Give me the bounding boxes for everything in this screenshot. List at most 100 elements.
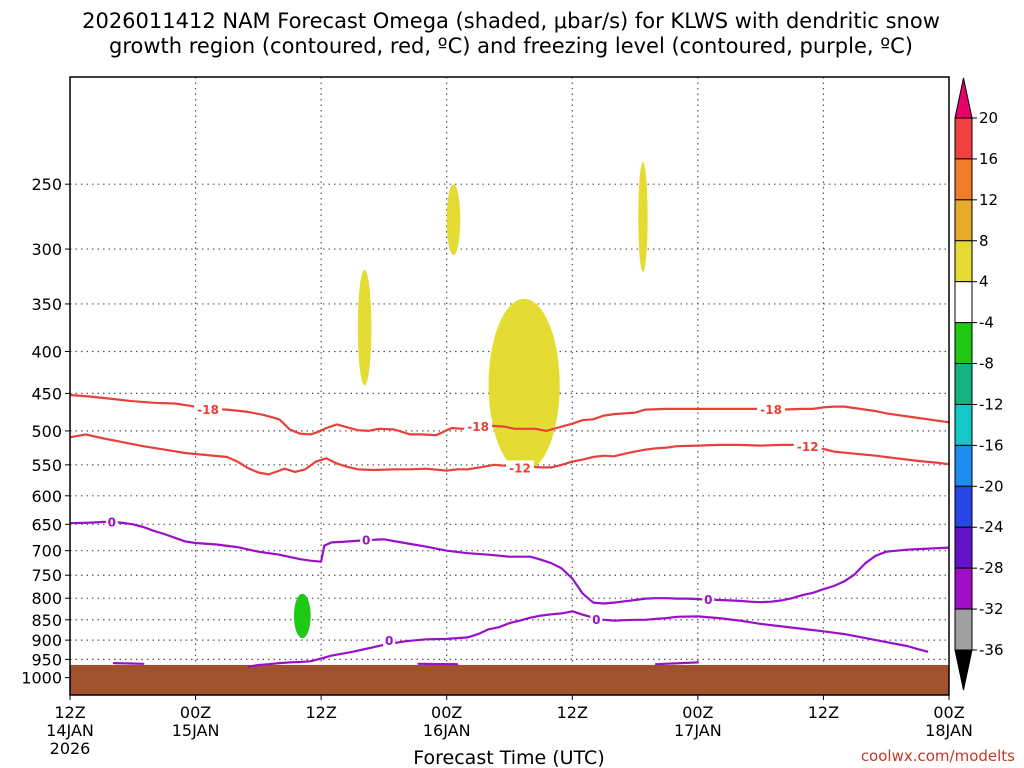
y-tick-label: 700 [31, 542, 62, 561]
chart-title-line-2: growth region (contoured, red, ºC) and f… [109, 34, 913, 58]
colorbar-swatch-2 [954, 199, 973, 242]
contour-label: -18 [760, 403, 782, 417]
y-tick-label: 300 [31, 240, 62, 259]
contour-label-bg [383, 633, 396, 648]
x-tick-label-time: 12Z [54, 703, 85, 722]
y-tick-label: 400 [31, 342, 62, 361]
contour-label: 0 [592, 613, 600, 627]
plot-frame [69, 76, 950, 696]
colorbar-label: 8 [979, 232, 989, 250]
colorbar-swatch-0 [954, 117, 973, 160]
contour-label-bg [105, 514, 118, 529]
x-tick-label-time: 12Z [557, 703, 588, 722]
contour-label: -12 [509, 461, 531, 475]
y-axis-ticks: 2503003504004505005506006507007508008509… [21, 175, 70, 688]
colorbar-swatch-10 [954, 526, 973, 569]
ground-fill [70, 664, 949, 695]
colorbar-bottom-arrow [954, 649, 973, 691]
colorbar-label: -8 [979, 355, 994, 373]
x-tick-label-date: 17JAN [674, 721, 722, 740]
colorbar-label: 4 [979, 273, 989, 291]
colorbar-legend: 20 16 12 8 4 -4 -8 -12 -16 -20 -24 -28 -32 -36 [954, 77, 1004, 691]
omega-region-1 [638, 162, 648, 273]
contour-label: -18 [467, 420, 489, 434]
credit-text: coolwx.com/modelts [861, 747, 1015, 765]
x-axis-label: Forecast Time (UTC) [413, 747, 604, 768]
freezing-level-line-3 [247, 610, 929, 668]
colorbar-swatch-7 [954, 403, 973, 446]
y-tick-label: 900 [31, 631, 62, 650]
colorbar-swatch-4 [954, 281, 973, 324]
y-tick-label: 350 [31, 295, 62, 314]
colorbar-label: -36 [979, 641, 1004, 659]
contour-label-bg [793, 439, 822, 454]
colorbar-label: -20 [979, 477, 1004, 495]
contour-label: 0 [704, 593, 712, 607]
x-tick-label-time: 00Z [933, 703, 964, 722]
colorbar-swatch-12 [954, 608, 973, 651]
omega-region-4 [293, 593, 311, 639]
y-tick-label: 800 [31, 589, 62, 608]
colorbar-label: 12 [979, 191, 998, 209]
colorbar-swatch-9 [954, 485, 973, 528]
colorbar-label: -4 [979, 314, 994, 332]
contour-label-bg [590, 611, 603, 626]
omega-region-3 [488, 298, 560, 472]
freezing-level-segment-2 [654, 661, 700, 666]
colorbar-label: -32 [979, 600, 1004, 618]
x-tick-label-year: 2026 [50, 739, 91, 758]
contour-label: 0 [385, 634, 393, 648]
contour-labels: -18 -18 -18 -12 -12 0 0 0 0 0 [105, 401, 822, 648]
omega-region-0 [446, 184, 461, 255]
colorbar-label: -16 [979, 436, 1004, 454]
isotherm-line--18 [69, 393, 950, 437]
colorbar-swatch-5 [954, 322, 973, 365]
omega-region-2 [357, 269, 372, 386]
y-tick-label: 850 [31, 611, 62, 630]
x-tick-label-date: 18JAN [925, 721, 973, 740]
contour-label: -12 [797, 440, 819, 454]
colorbar-label: -28 [979, 559, 1004, 577]
x-tick-label-date: 14JAN [46, 721, 94, 740]
x-tick-label-time: 00Z [180, 703, 211, 722]
colorbar-label: -12 [979, 395, 1004, 413]
contour-label-bg [360, 532, 373, 547]
colorbar-swatch-8 [954, 444, 973, 487]
contour-label-bg [194, 401, 223, 416]
y-tick-label: 500 [31, 422, 62, 441]
y-tick-label: 750 [31, 566, 62, 585]
colorbar-label: 20 [979, 109, 998, 127]
contour-label-bg [702, 592, 715, 607]
y-tick-label: 1000 [21, 669, 62, 688]
freezing-level-segment-0 [112, 661, 145, 665]
y-tick-label: 950 [31, 650, 62, 669]
freezing-level-line-2 [69, 520, 950, 605]
x-tick-label-date: 15JAN [172, 721, 220, 740]
contour-label: -18 [197, 403, 219, 417]
frame-border [69, 76, 950, 696]
colorbar-label: 16 [979, 150, 998, 168]
contour-label-bg [505, 460, 534, 475]
contour-label: 0 [362, 533, 370, 547]
isotherm-line--12 [69, 433, 950, 476]
grid-lines [70, 77, 949, 695]
y-tick-label: 450 [31, 384, 62, 403]
colorbar-swatch-6 [954, 363, 973, 405]
contour-label-bg [757, 401, 786, 416]
x-tick-label-time: 00Z [431, 703, 462, 722]
chart-title-line-1: 2026011412 NAM Forecast Omega (shaded, μ… [82, 9, 940, 33]
colorbar-swatch-3 [954, 240, 973, 283]
y-tick-label: 600 [31, 487, 62, 506]
x-tick-label-date: 16JAN [423, 721, 471, 740]
colorbar-label: -24 [979, 518, 1004, 536]
x-tick-label-time: 12Z [808, 703, 839, 722]
x-tick-label-time: 12Z [305, 703, 336, 722]
y-tick-label: 250 [31, 175, 62, 194]
contour-lines [69, 393, 950, 668]
y-tick-label: 650 [31, 515, 62, 534]
colorbar-top-arrow [954, 77, 973, 119]
x-tick-label-time: 00Z [682, 703, 713, 722]
colorbar-swatch-11 [954, 567, 973, 610]
